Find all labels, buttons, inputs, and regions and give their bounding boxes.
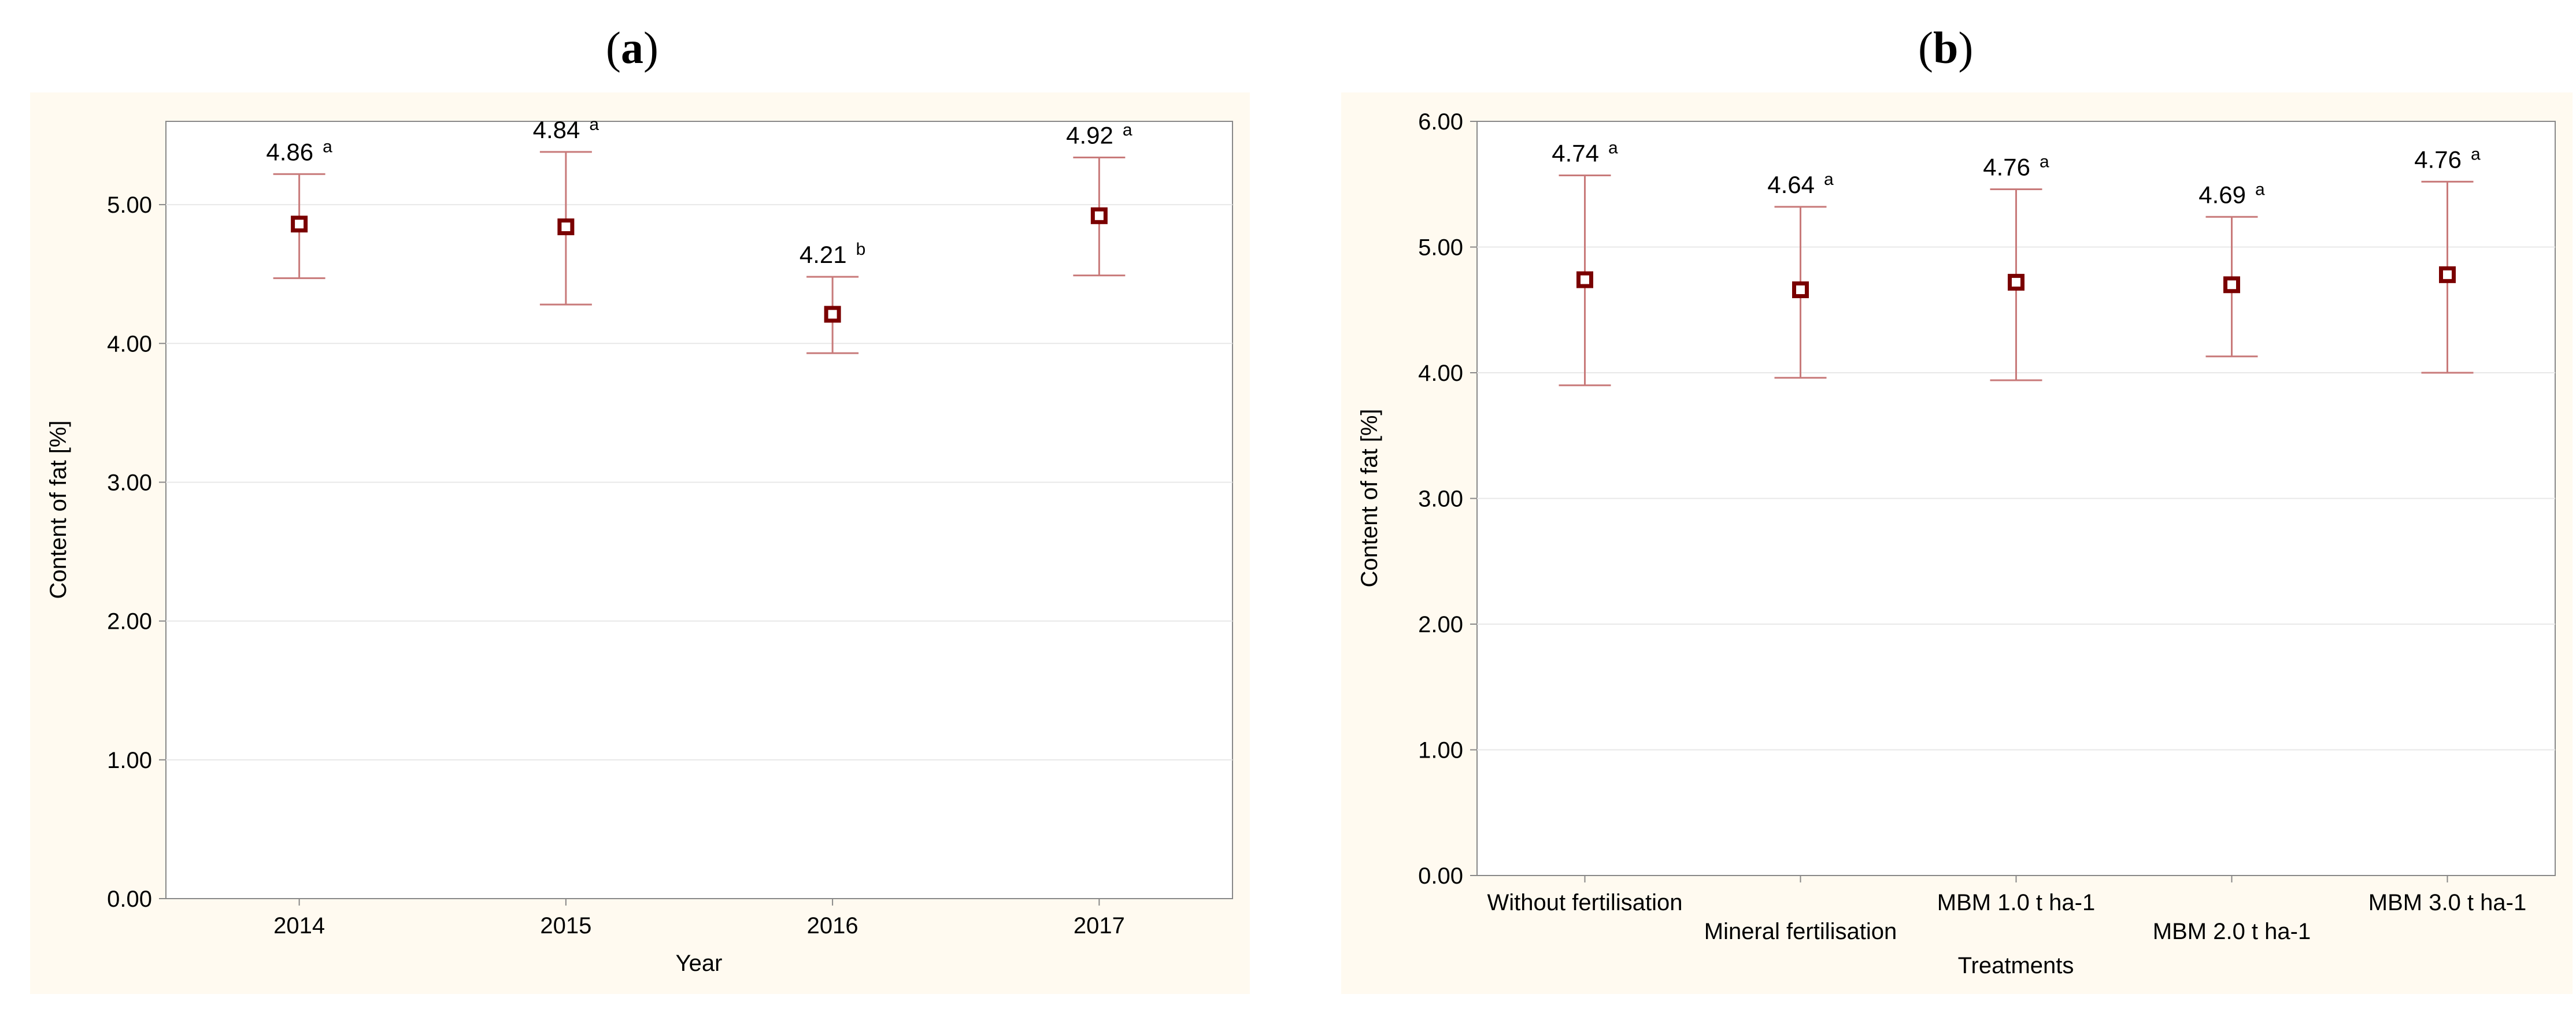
chart-a-mean-marker bbox=[1090, 207, 1108, 224]
chart-b-ytick-label: 5.00 bbox=[1418, 235, 1463, 261]
chart-b-mean-marker bbox=[1792, 281, 1809, 298]
chart-b-ytick-label: 0.00 bbox=[1418, 863, 1463, 889]
chart-a-xtick-label: 2016 bbox=[807, 913, 858, 938]
chart-b-data-label: 4.64 a bbox=[1767, 170, 1834, 198]
chart-b-ytick-label: 4.00 bbox=[1418, 361, 1463, 386]
chart-a-mean-marker bbox=[824, 306, 841, 323]
chart-a-plot-area bbox=[165, 121, 1233, 899]
chart-a-xlabel: Year bbox=[676, 951, 723, 976]
chart-b-xlabel: Treatments bbox=[1958, 953, 2074, 978]
chart-b-mean-marker bbox=[2223, 276, 2240, 294]
chart-b-ytick-label: 3.00 bbox=[1418, 487, 1463, 512]
chart-a-xticks: 2014 2015 2016 2017 bbox=[273, 899, 1125, 938]
chart-b-xtick-label: MBM 3.0 t ha-1 bbox=[2368, 890, 2526, 915]
chart-b-ytick-label: 6.00 bbox=[1418, 109, 1463, 135]
chart-b-data-label: 4.74 a bbox=[1552, 139, 1618, 167]
chart-b-xticks: Without fertilisation Mineral fertilisati… bbox=[1487, 876, 2526, 944]
chart-a-mean-marker bbox=[291, 216, 308, 233]
chart-b-xtick-label: MBM 2.0 t ha-1 bbox=[2153, 919, 2311, 944]
panel-title-a: (a) bbox=[606, 23, 658, 73]
chart-a-ytick-label: 2.00 bbox=[107, 609, 152, 635]
chart-b-data-label: 4.76 a bbox=[1983, 152, 2049, 180]
chart-a-ylabel: Content of fat [%] bbox=[46, 420, 71, 599]
chart-b-data-label: 4.76 a bbox=[2414, 144, 2481, 173]
chart-a-data-label: 4.21 b bbox=[800, 240, 865, 268]
panel-title-b: (b) bbox=[1918, 23, 1974, 73]
chart-a-ytick-label: 3.00 bbox=[107, 470, 152, 495]
chart-a: 0.001.002.003.004.005.00 2014 2015 2016 201… bbox=[30, 92, 1250, 994]
chart-b-points: 4.74 a 4.64 a 4.76 a 4.69 a 4.76 a bbox=[1552, 139, 2481, 387]
chart-b-ylabel: Content of fat [%] bbox=[1357, 409, 1382, 587]
chart-b-xtick-label: Mineral fertilisation bbox=[1704, 919, 1897, 944]
chart-b-xtick-label: Without fertilisation bbox=[1487, 890, 1683, 915]
chart-a-ytick-label: 4.00 bbox=[107, 331, 152, 357]
chart-b-ytick-label: 1.00 bbox=[1418, 738, 1463, 763]
chart-b: 0.00 1.00 2.00 3.00 4.00 5.00 6.00 Without fer… bbox=[1341, 92, 2573, 994]
chart-a-data-label: 4.84 a bbox=[533, 115, 599, 143]
chart-a-data-label: 4.86 a bbox=[266, 137, 332, 165]
chart-a-data-label: 4.92 a bbox=[1066, 120, 1132, 149]
chart-b-mean-marker bbox=[2008, 273, 2024, 291]
chart-a-mean-marker bbox=[557, 218, 575, 236]
chart-b-ytick-label: 2.00 bbox=[1418, 612, 1463, 637]
chart-a-ytick-label: 5.00 bbox=[107, 192, 152, 218]
chart-a-xtick-label: 2015 bbox=[540, 913, 591, 938]
chart-a-xtick-label: 2017 bbox=[1074, 913, 1125, 938]
chart-b-yticks: 0.00 1.00 2.00 3.00 4.00 5.00 6.00 bbox=[1418, 109, 1477, 889]
chart-a-xtick-label: 2014 bbox=[273, 913, 325, 938]
chart-a-points: 4.86 a 4.84 a 4.21 b 4.92 a bbox=[266, 115, 1132, 354]
chart-b-data-label: 4.69 a bbox=[2199, 180, 2265, 208]
chart-b-mean-marker bbox=[2439, 266, 2456, 283]
chart-a-ytick-label: 1.00 bbox=[107, 748, 152, 773]
chart-a-ytick-label: 0.00 bbox=[107, 886, 152, 912]
chart-b-mean-marker bbox=[1576, 271, 1593, 288]
chart-a-grid bbox=[166, 204, 1233, 761]
chart-b-xtick-label: MBM 1.0 t ha-1 bbox=[1937, 890, 2095, 915]
chart-a-yticks: 0.00 1.00 2.00 3.00 4.00 5.00 bbox=[107, 192, 166, 912]
